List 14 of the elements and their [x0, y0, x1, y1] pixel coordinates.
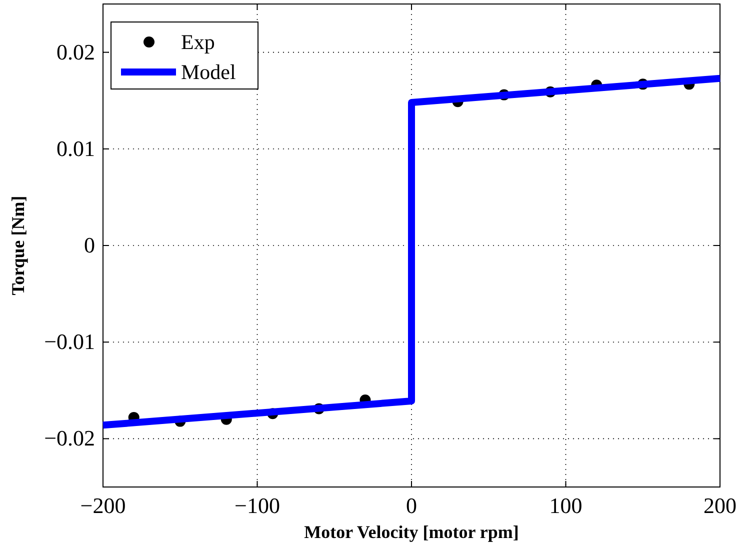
x-tick-label: 100 — [549, 493, 582, 518]
y-tick-label: 0.01 — [56, 136, 95, 161]
x-axis-title: Motor Velocity [motor rpm] — [304, 522, 519, 542]
x-tick-label: 200 — [704, 493, 736, 518]
x-tick-label: −100 — [234, 493, 280, 518]
y-tick-label: 0 — [84, 232, 95, 258]
y-tick-label: 0.02 — [56, 39, 95, 64]
y-tick-label: −0.02 — [44, 426, 95, 451]
x-tick-label: −200 — [80, 493, 126, 518]
legend-label: Exp — [181, 30, 215, 54]
y-tick-label: −0.01 — [44, 329, 95, 354]
y-axis-title: Torque [Nm] — [8, 196, 28, 296]
legend-label: Model — [181, 60, 236, 84]
x-tick-label: 0 — [406, 493, 417, 518]
